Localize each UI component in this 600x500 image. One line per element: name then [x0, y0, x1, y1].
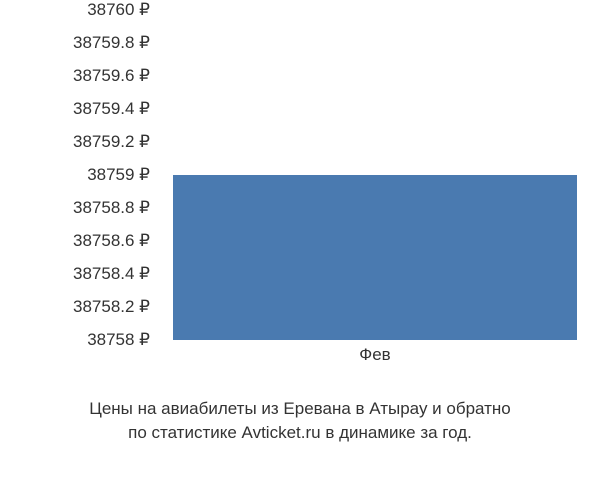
y-tick: 38759.2 ₽ — [10, 132, 150, 152]
y-axis: 38760 ₽ 38759.8 ₽ 38759.6 ₽ 38759.4 ₽ 38… — [10, 10, 150, 340]
bar-feb — [173, 175, 577, 340]
caption-line-2: по статистике Avticket.ru в динамике за … — [128, 423, 472, 442]
y-tick: 38759 ₽ — [10, 165, 150, 185]
y-tick: 38758.4 ₽ — [10, 264, 150, 284]
y-tick: 38758.2 ₽ — [10, 297, 150, 317]
x-tick: Фев — [359, 345, 390, 365]
y-tick: 38758.8 ₽ — [10, 198, 150, 218]
y-tick: 38760 ₽ — [10, 0, 150, 20]
x-axis: Фев — [160, 345, 590, 375]
price-chart: 38760 ₽ 38759.8 ₽ 38759.6 ₽ 38759.4 ₽ 38… — [10, 10, 590, 390]
caption-line-1: Цены на авиабилеты из Еревана в Атырау и… — [89, 399, 511, 418]
y-tick: 38758.6 ₽ — [10, 231, 150, 251]
chart-caption: Цены на авиабилеты из Еревана в Атырау и… — [30, 397, 570, 445]
y-tick: 38759.6 ₽ — [10, 66, 150, 86]
y-tick: 38759.4 ₽ — [10, 99, 150, 119]
y-tick: 38758 ₽ — [10, 330, 150, 350]
plot-area — [160, 10, 590, 340]
y-tick: 38759.8 ₽ — [10, 33, 150, 53]
